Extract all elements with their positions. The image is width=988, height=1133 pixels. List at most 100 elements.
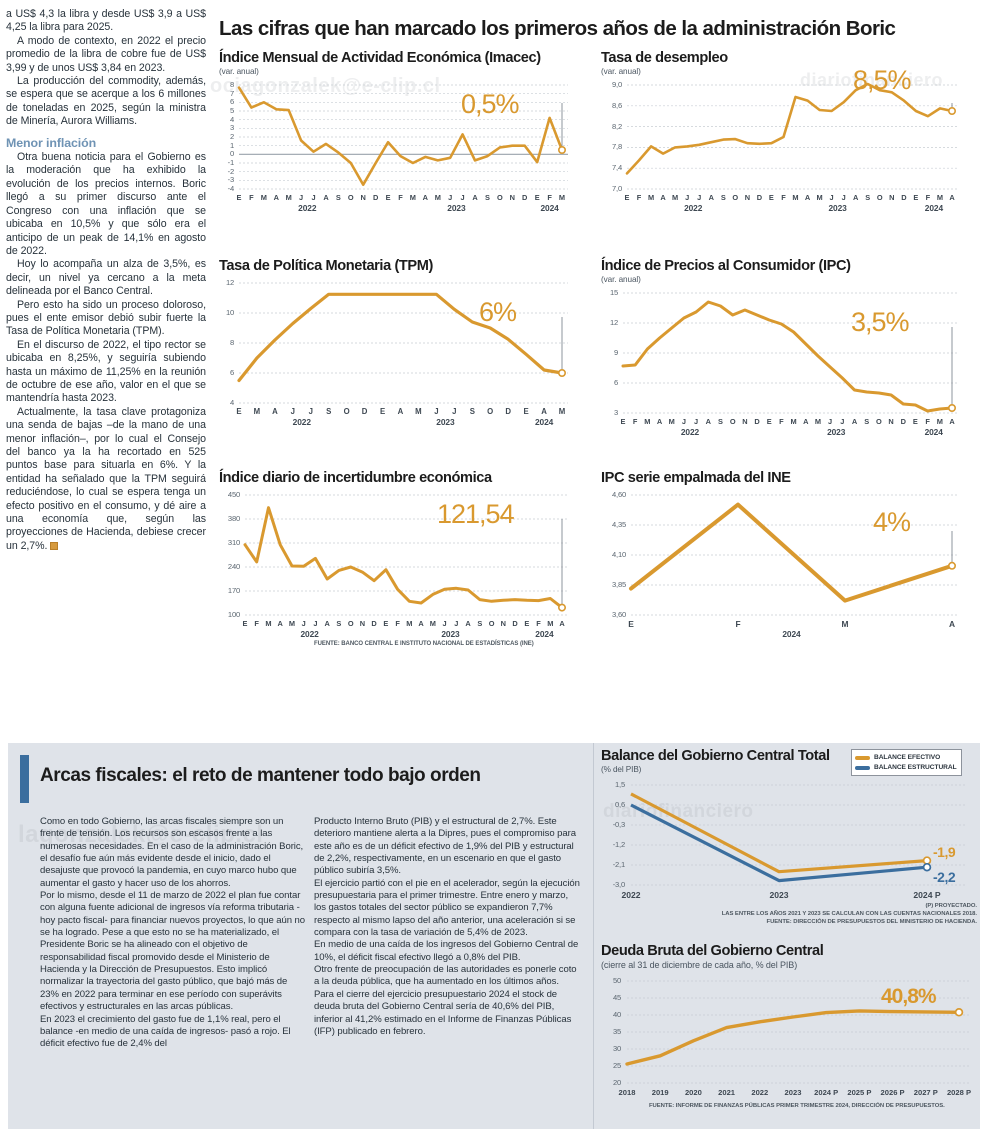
x-axis-tick-label: M [790,417,797,426]
paragraph: En medio de una caída de los ingresos de… [314,939,579,963]
x-axis-tick-label: N [744,193,751,202]
series-line [625,82,954,175]
x-axis-tick-label: J [290,407,295,416]
paragraph: Otro frente de preocupación de las autor… [314,964,577,988]
x-axis-tick-label: E [383,619,389,628]
chart-note: (P) PROYECTADO. [925,903,977,909]
x-axis-tick-label: 2023 [784,1088,802,1097]
x-axis-year-label: 2023 [828,203,847,213]
callout-value: 121,54 [437,499,515,529]
x-axis-tick-label: F [735,619,741,629]
bottom-section: diariofinanciero lagonzalek@e-clip.cl Ar… [8,743,980,1129]
x-axis-tick-label: M [841,619,849,629]
y-axis-tick-label: -3 [227,175,235,185]
x-axis-tick-label: F [249,193,254,202]
section-title: Arcas fiscales: el reto de mantener todo… [40,765,481,786]
chart-svg [625,82,958,190]
x-axis-tick-label: A [949,193,955,202]
y-axis-tick-label: 380 [227,514,240,523]
x-axis-tick-label: F [398,193,403,202]
y-axis-tick-label: 8 [229,80,234,89]
subheading-menor-inflacion: Menor inflación [6,135,97,150]
x-axis-tick-label: A [948,619,956,629]
series-line [630,803,928,883]
x-axis-tick-label: F [254,619,259,628]
x-axis-tick-label: F [536,619,541,628]
x-axis-tick-label: A [708,193,714,202]
chart-title: Índice de Precios al Consumidor (IPC) [601,258,851,274]
x-axis-tick-label: F [925,193,931,202]
chart-svg [237,84,568,190]
x-axis-tick-label: F [925,417,930,426]
x-axis-tick-label: M [288,619,296,628]
y-axis-tick-label: 240 [227,562,240,571]
y-axis-tick-label: 6 [229,97,234,107]
x-axis-year-label: 2022 [680,427,700,437]
y-axis-tick-label: 45 [612,993,621,1002]
y-axis-tick-label: 4 [229,114,234,124]
y-axis-tick-label: 5 [229,106,234,115]
plot-area: 450 380 310 240 170 100 E F M A M J J A S O N D E F M A M J J A S O… [219,491,591,647]
x-axis-tick-label: D [505,407,511,416]
x-axis-tick-label: M [558,193,566,202]
y-axis-tick-label: -0,3 [612,820,625,829]
series-end-label-estructural: -2,2 [933,869,956,886]
x-axis-tick-label: N [888,417,894,426]
x-axis-tick-label: A [541,407,547,416]
paragraph: Como en todo Gobierno, las arcas fiscale… [40,816,304,889]
legend-item: BALANCE EFECTIVO [855,753,957,762]
callout-value: 8,5% [853,65,912,95]
series-line [630,792,928,874]
x-axis-tick-label: M [672,193,679,202]
paragraph: Pero esto ha sido un proceso doloroso, p… [6,298,206,338]
y-axis-tick-label: 100 [227,610,240,619]
y-axis-tick-label: 3 [229,123,234,133]
x-axis-tick-label: N [509,193,515,202]
x-axis-tick-label: 2022 [751,1088,769,1097]
y-axis-tick-label: 20 [612,1078,621,1087]
paragraph: En el discurso de 2022, el tipo rector s… [6,338,206,405]
x-axis-tick-label: E [524,619,530,628]
y-axis-tick-label: 4,60 [612,490,626,499]
chart-subtitle: (var. anual) [601,275,641,284]
x-axis-tick-label: A [277,619,283,628]
legend-label: BALANCE ESTRUCTURAL [874,764,957,771]
chart-subtitle: (var. anual) [601,67,641,76]
series-end-label-efectivo: -1,9 [933,843,956,860]
y-axis-tick-label: 7 [229,88,234,98]
x-axis-tick-label: O [729,417,736,426]
x-axis-tick-label: A [853,193,859,202]
x-axis-tick-label: J [828,417,833,426]
x-axis-tick-label: J [460,193,465,202]
y-axis-tick-label: 8,6 [612,100,622,110]
x-axis-year-label: 2022 [298,203,317,213]
chart-desempleo: Tasa de desempleo (var. anual) 9,0 8,6 8,2 7,… [601,50,981,215]
series-line [237,292,564,383]
x-axis-tick-label: E [620,417,626,426]
x-axis-tick-label: A [803,417,809,426]
y-axis-tick-label: 2 [229,132,234,141]
y-axis-tick-label: 7,4 [612,163,622,173]
x-axis-tick-label: D [900,417,906,426]
chart-svg [625,980,969,1084]
chart-svg [629,494,958,616]
x-axis-year-label: 2024 [534,417,554,427]
y-axis-tick-label: -3,0 [612,880,625,889]
y-axis-tick-label: 1 [229,140,234,150]
x-axis-tick-label: A [324,619,330,628]
y-axis-tick-label: 0 [229,149,234,159]
y-axis-tick-label: 7,8 [612,142,622,152]
x-axis-tick-label: M [816,193,823,202]
last-point-marker [922,862,932,872]
chart-note: FUENTE: DIRECCIÓN DE PRESUPUESTOS DEL MI… [766,919,978,925]
x-axis-tick-label: M [409,193,416,202]
x-axis-year-label: 2024 [535,629,554,639]
x-axis-tick-label: N [742,417,748,426]
x-axis-tick-label: A [949,417,955,426]
y-axis-tick-label: -2 [227,166,235,176]
x-axis-tick-label: F [636,193,642,202]
paragraph: a US$ 4,3 la libra y desde US$ 3,9 a US$… [6,8,206,34]
x-axis-tick-label: S [469,407,475,416]
x-axis-tick-label: M [285,193,292,202]
x-axis-tick-label: M [792,193,799,202]
